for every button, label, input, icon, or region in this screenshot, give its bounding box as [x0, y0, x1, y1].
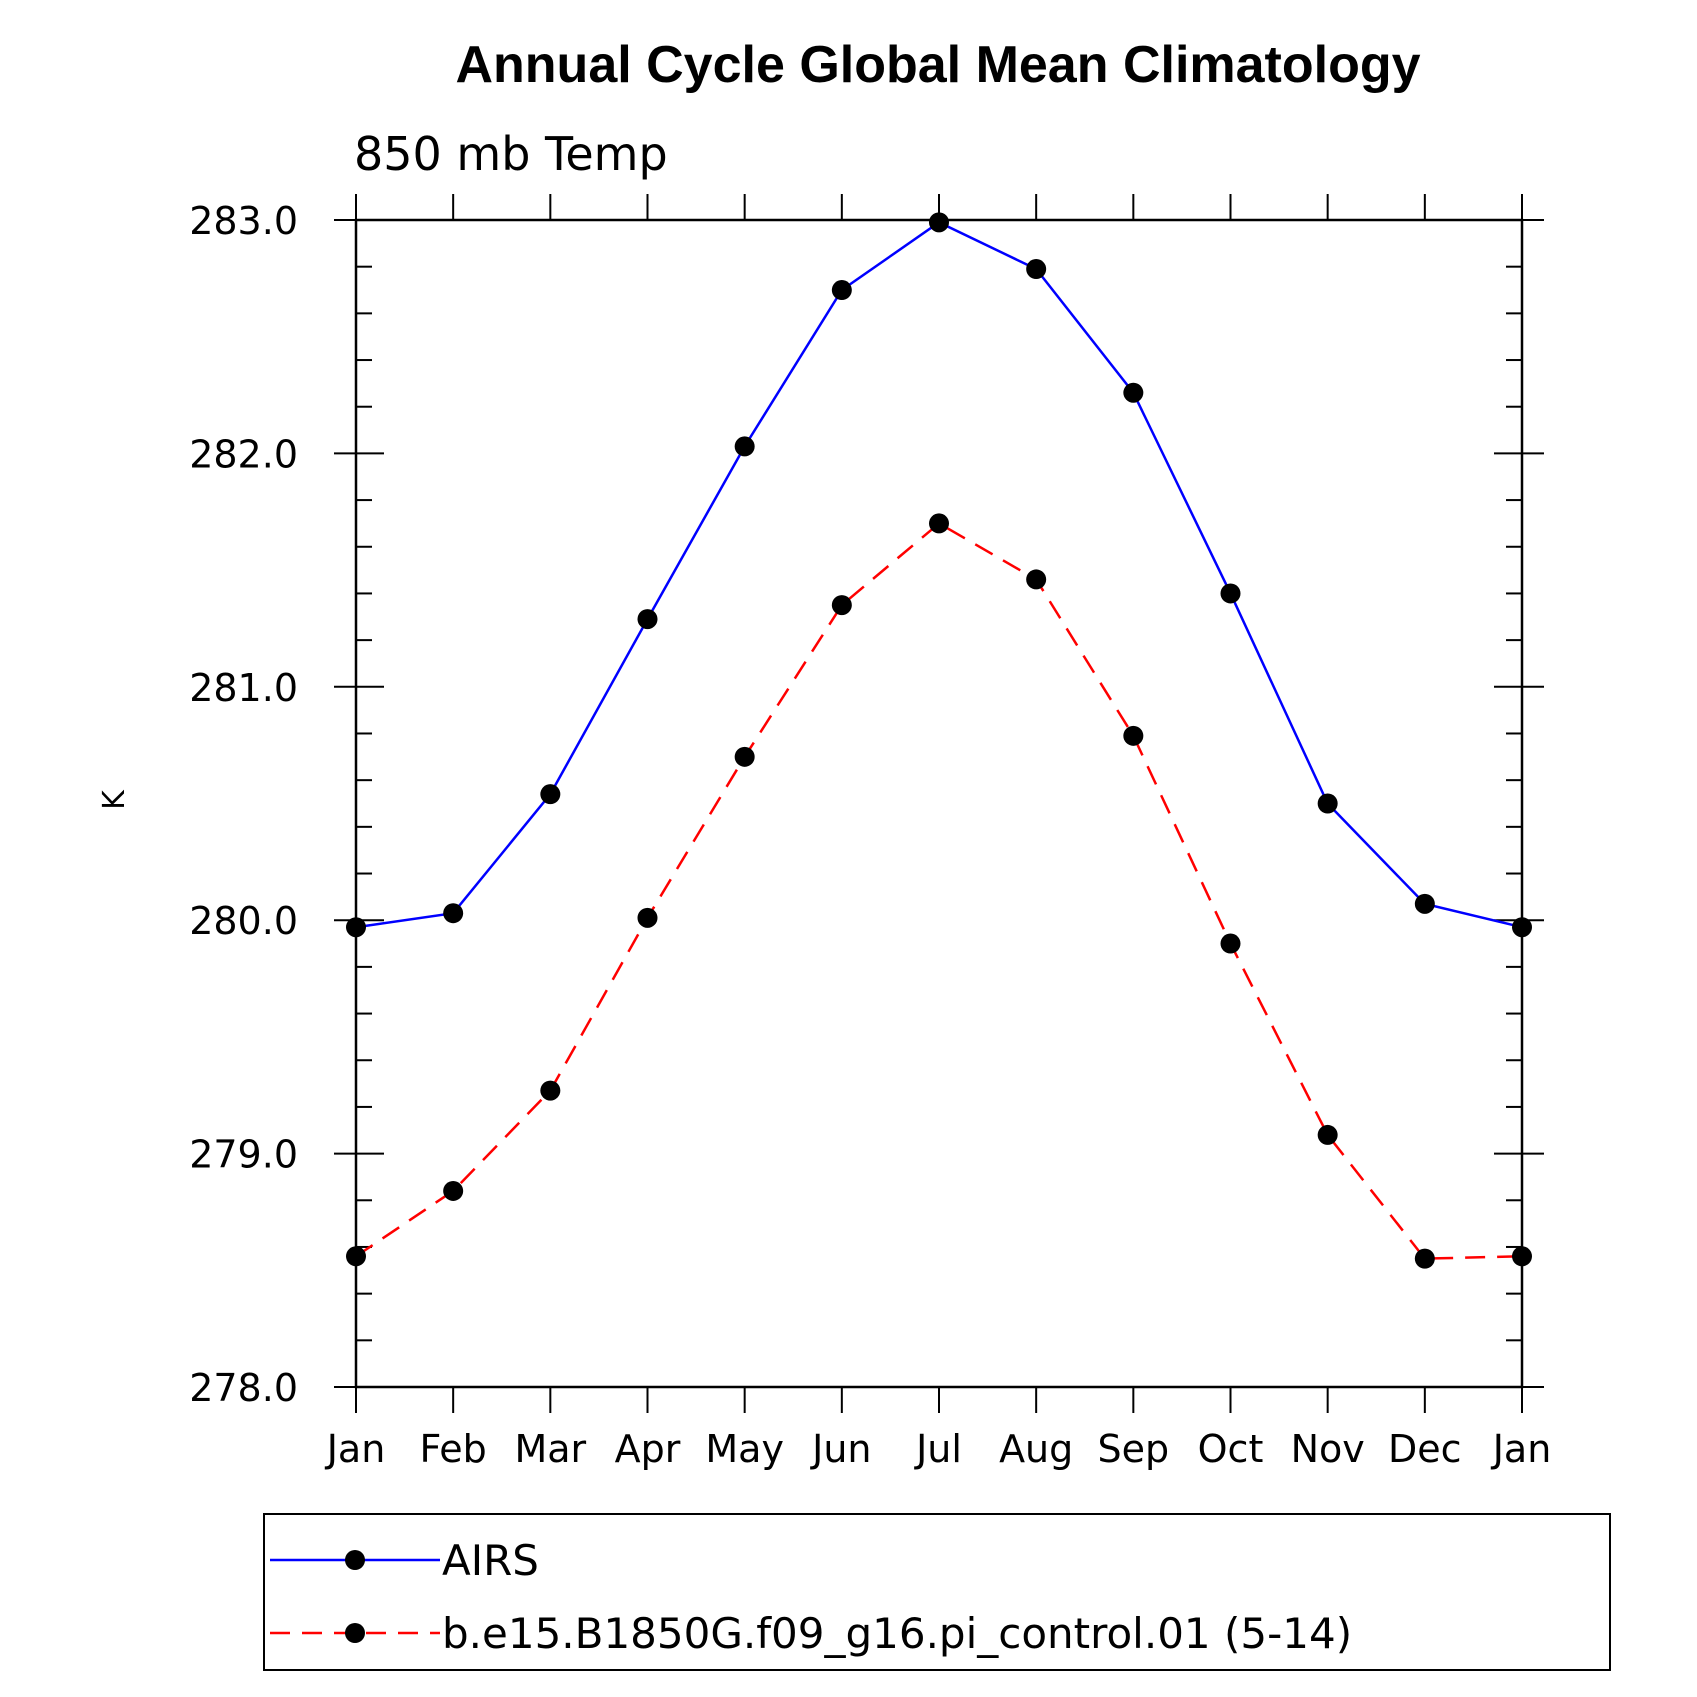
x-tick-label: Mar: [514, 1427, 586, 1471]
data-point: [540, 1080, 561, 1101]
data-point: [929, 212, 949, 233]
data-point: [540, 784, 561, 805]
x-tick-label: Dec: [1388, 1427, 1462, 1471]
data-point: [637, 609, 658, 630]
y-tick-label: 280.0: [189, 899, 298, 943]
legend-marker-1: [345, 1623, 365, 1643]
data-point: [831, 280, 852, 301]
data-point: [1220, 583, 1241, 604]
data-point: [1317, 1124, 1338, 1145]
data-point: [1123, 382, 1144, 403]
data-point: [929, 513, 949, 534]
x-tick-label: Jan: [325, 1427, 386, 1471]
legend-label-1: b.e15.B1850G.f09_g16.pi_control.01 (5-14…: [442, 1609, 1352, 1658]
data-point: [1317, 793, 1338, 814]
plot-frame: [354, 218, 1524, 1389]
legend-label-0: AIRS: [442, 1536, 539, 1585]
data-point: [1512, 1246, 1532, 1267]
y-ticks: 278.0 279.0 280.0 281.0 282.0 283.0: [189, 199, 1544, 1410]
chart-subtitle: 850 mb Temp: [354, 127, 668, 181]
data-point: [346, 917, 366, 938]
series-line-1: [355, 521, 1523, 1260]
data-point: [1414, 1248, 1435, 1269]
y-tick-label: 279.0: [189, 1133, 298, 1177]
x-tick-label: Sep: [1098, 1427, 1170, 1471]
y-tick-label: 281.0: [189, 666, 298, 710]
y-tick-label: 283.0: [189, 199, 298, 243]
data-point: [1414, 893, 1435, 914]
data-point: [831, 595, 852, 616]
data-point: [1220, 933, 1241, 954]
legend-marker-0: [345, 1550, 365, 1570]
axes-frame: [354, 218, 1524, 1389]
y-tick-label: 278.0: [189, 1366, 298, 1410]
data-point: [443, 903, 464, 924]
data-point: [734, 746, 755, 767]
y-tick-label: 282.0: [189, 432, 298, 476]
data-point: [1026, 259, 1047, 280]
x-tick-label: May: [705, 1427, 784, 1471]
x-tick-label: Feb: [420, 1427, 487, 1471]
data-point: [734, 436, 755, 457]
x-tick-label: Aug: [999, 1427, 1073, 1471]
x-tick-label: Jan: [1491, 1427, 1552, 1471]
x-tick-label: Jun: [810, 1427, 871, 1471]
chart-title: Annual Cycle Global Mean Climatology: [455, 36, 1420, 94]
data-point: [1512, 917, 1532, 938]
y-axis-label: K: [97, 789, 132, 810]
data-point: [346, 1246, 366, 1267]
legend-box: [263, 1513, 1611, 1671]
series-lines: [355, 220, 1523, 1260]
legend: AIRS b.e15.B1850G.f09_g16.pi_control.01 (…: [263, 1513, 1611, 1671]
data-point: [1026, 569, 1047, 590]
x-tick-label: Apr: [615, 1427, 681, 1471]
data-point: [1123, 725, 1144, 746]
x-tick-label: Jul: [914, 1427, 962, 1471]
data-point: [637, 907, 658, 928]
x-tick-label: Nov: [1291, 1427, 1365, 1471]
x-ticks: Jan Feb Mar Apr May Jun Jul Aug Sep Oct Nov Dec Jan: [325, 194, 1552, 1471]
series-line-0: [355, 220, 1523, 929]
series-markers: [346, 212, 1532, 1269]
data-point: [443, 1180, 464, 1201]
x-tick-label: Oct: [1198, 1427, 1264, 1471]
